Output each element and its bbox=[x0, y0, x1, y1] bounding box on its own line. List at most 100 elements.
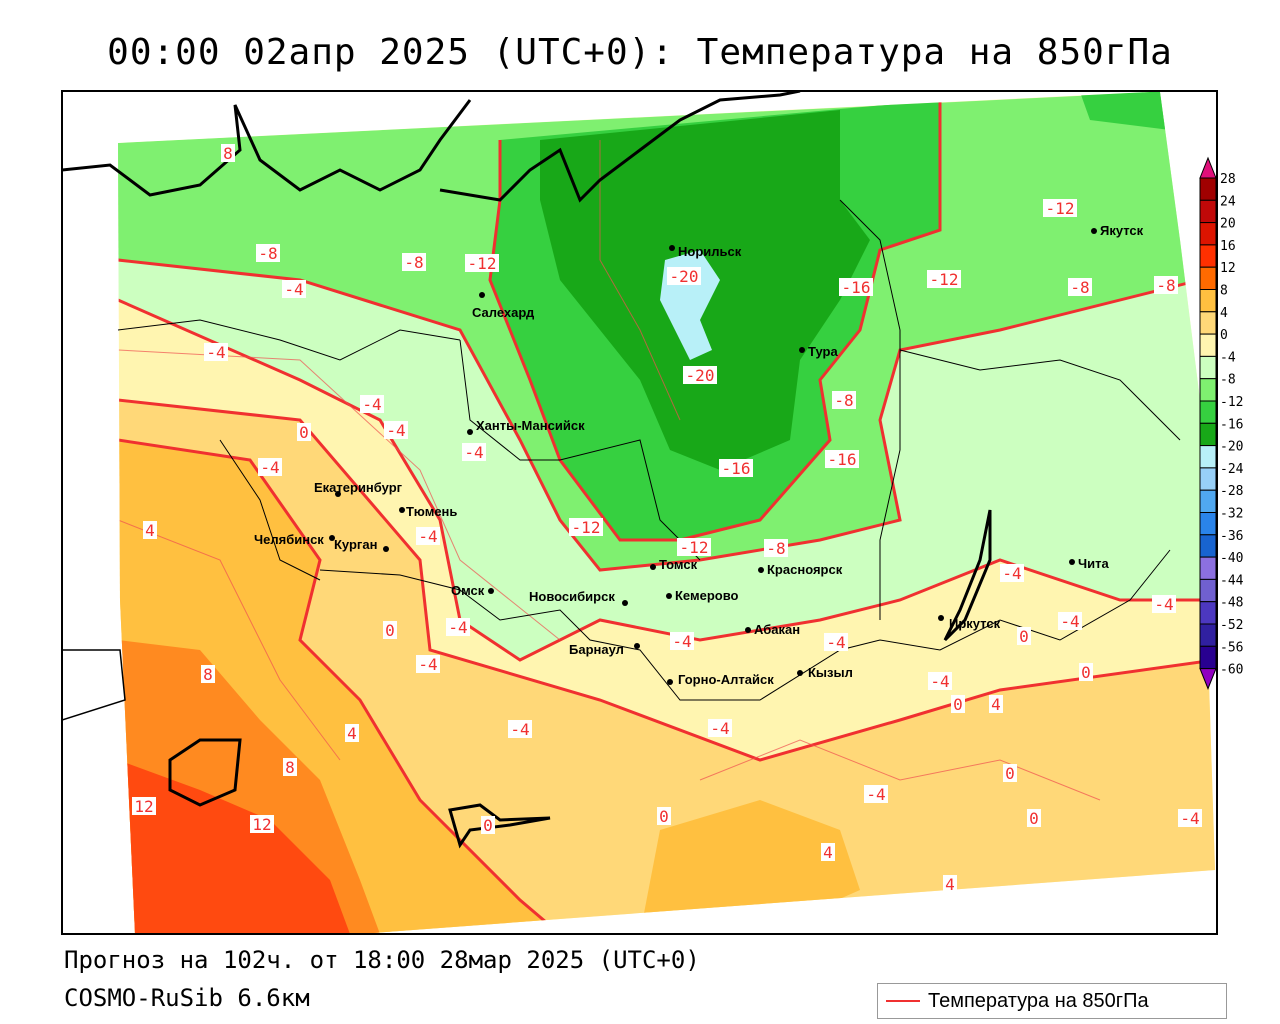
colorbar-band bbox=[1199, 199, 1217, 224]
contour-label: 0 bbox=[481, 816, 495, 835]
colorbar-tick-label: -20 bbox=[1220, 440, 1243, 455]
city-dot bbox=[467, 429, 473, 435]
svg-text:-4: -4 bbox=[206, 343, 225, 362]
contour-label: -4 bbox=[864, 785, 888, 804]
city-label: Тюмень bbox=[406, 504, 457, 519]
colorbar-tick-label: -40 bbox=[1220, 551, 1243, 566]
city: Кемерово bbox=[666, 588, 739, 603]
city: Омск bbox=[451, 583, 494, 598]
city: Екатеринбург bbox=[314, 480, 403, 497]
contour-label: -4 bbox=[670, 632, 694, 651]
colorbar-tick-label: -12 bbox=[1220, 395, 1243, 410]
city: Красноярск bbox=[758, 562, 843, 577]
city-label: Ханты-Мансийск bbox=[476, 418, 585, 433]
svg-text:0: 0 bbox=[1029, 809, 1039, 828]
contour-label: 0 bbox=[1017, 627, 1031, 646]
colorbar-top-arrow bbox=[1199, 156, 1217, 179]
contour-label: -8 bbox=[1154, 276, 1178, 295]
colorbar-tick-label: -32 bbox=[1220, 507, 1243, 522]
colorbar-band bbox=[1199, 400, 1217, 424]
contour-label: -4 bbox=[446, 618, 470, 637]
map-title: 00:00 02апр 2025 (UTC+0): Температура на… bbox=[107, 32, 1173, 73]
contour-label: -4 bbox=[204, 343, 228, 362]
svg-text:-4: -4 bbox=[260, 458, 279, 477]
colorbar-band bbox=[1199, 556, 1217, 580]
contour-labels: 8-8 -8 -12-4-4-4-40-4-4-4-20-20-16-16-12 -8… bbox=[132, 144, 1202, 894]
colorbar-band bbox=[1199, 311, 1217, 335]
colorbar-tick-label: -60 bbox=[1220, 663, 1243, 678]
contour-label: 8 bbox=[221, 144, 235, 163]
colorbar-band bbox=[1199, 177, 1217, 201]
svg-text:-4: -4 bbox=[1180, 809, 1199, 828]
colorbar-tick-label: 20 bbox=[1220, 217, 1236, 232]
city-dot bbox=[667, 679, 673, 685]
colorbar-band bbox=[1199, 645, 1217, 670]
contour-label: -12 bbox=[569, 518, 603, 537]
contour-label: -4 bbox=[824, 633, 848, 652]
colorbar-tick-label: -56 bbox=[1220, 640, 1243, 655]
svg-text:0: 0 bbox=[299, 423, 309, 442]
contour-label: 4 bbox=[345, 724, 359, 743]
city-dot bbox=[383, 546, 389, 552]
colorbar-tick-label: -48 bbox=[1220, 596, 1243, 611]
legend: Температура на 850гПа bbox=[877, 983, 1227, 1019]
colorbar-tick-label: -4 bbox=[1220, 350, 1236, 365]
svg-text:-4: -4 bbox=[284, 280, 303, 299]
svg-text:-4: -4 bbox=[418, 655, 437, 674]
svg-text:-16: -16 bbox=[722, 459, 751, 478]
city-label: Абакан bbox=[754, 622, 800, 637]
svg-text:-4: -4 bbox=[418, 527, 437, 546]
contour-label: 0 bbox=[1027, 809, 1041, 828]
svg-text:-4: -4 bbox=[672, 632, 691, 651]
colorbar-band bbox=[1199, 244, 1217, 268]
svg-text:0: 0 bbox=[483, 816, 493, 835]
svg-text:4: 4 bbox=[145, 521, 155, 540]
colorbar: 28 24 20 16 12 8 4 0 -4 -8 -12 -16 -20 -24 -28 -32 -36 -4… bbox=[1199, 156, 1244, 690]
colorbar-band bbox=[1199, 467, 1217, 491]
colorbar-tick-label: 24 bbox=[1220, 194, 1236, 209]
city-label: Салехард bbox=[472, 305, 535, 320]
contour-label: -20 bbox=[683, 366, 717, 385]
contour-label: 0 bbox=[297, 423, 311, 442]
city: Абакан bbox=[745, 622, 800, 637]
contour-label: 0 bbox=[383, 621, 397, 640]
city-label: Горно-Алтайск bbox=[678, 672, 774, 687]
colorbar-band bbox=[1199, 289, 1217, 313]
contour-label: 12 bbox=[250, 815, 274, 834]
svg-text:-12: -12 bbox=[468, 254, 497, 273]
forecast-info: Прогноз на 102ч. от 18:00 28мар 2025 (UT… bbox=[64, 946, 700, 974]
svg-text:0: 0 bbox=[1005, 764, 1015, 783]
svg-text:-4: -4 bbox=[386, 421, 405, 440]
colorbar-tick-label: -28 bbox=[1220, 484, 1243, 499]
colorbar-band bbox=[1199, 601, 1217, 625]
city-dot bbox=[335, 491, 341, 497]
legend-line-swatch bbox=[886, 1000, 920, 1002]
model-name: COSMO-RuSib 6.6км bbox=[64, 984, 310, 1012]
contour-label: -16 bbox=[719, 459, 753, 478]
svg-text:8: 8 bbox=[203, 665, 213, 684]
colorbar-band bbox=[1199, 489, 1217, 514]
city-label: Чита bbox=[1078, 556, 1109, 571]
svg-text:4: 4 bbox=[945, 875, 955, 894]
svg-text:4: 4 bbox=[347, 724, 357, 743]
colorbar-tick-label: 16 bbox=[1220, 239, 1236, 254]
contour-label: -8 bbox=[1068, 278, 1092, 297]
colorbar-band bbox=[1199, 445, 1217, 469]
city-label: Кызыл bbox=[808, 665, 853, 680]
colorbar-bottom-arrow bbox=[1199, 668, 1217, 690]
svg-text:-20: -20 bbox=[686, 366, 715, 385]
contour-label: 0 bbox=[657, 807, 671, 826]
city-dot bbox=[650, 564, 656, 570]
city: Чита bbox=[1069, 556, 1109, 571]
svg-text:-16: -16 bbox=[842, 278, 871, 297]
svg-text:-16: -16 bbox=[828, 450, 857, 469]
svg-text:-12: -12 bbox=[680, 538, 709, 557]
city: Кызыл bbox=[797, 665, 853, 680]
svg-text:-12: -12 bbox=[572, 518, 601, 537]
svg-text:-4: -4 bbox=[710, 719, 729, 738]
svg-text:-12: -12 bbox=[930, 270, 959, 289]
city-dot bbox=[669, 245, 675, 251]
contour-label: 4 bbox=[821, 843, 835, 862]
